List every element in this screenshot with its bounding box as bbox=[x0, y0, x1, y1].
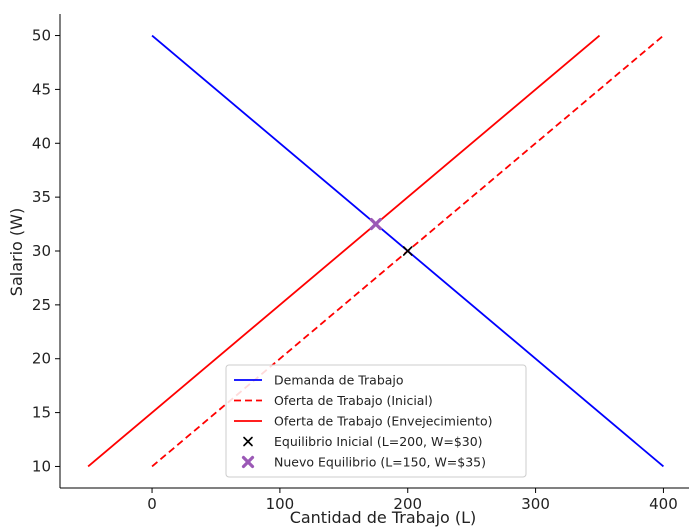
legend-label-4: Nuevo Equilibrio (L=150, W=$35) bbox=[274, 455, 486, 470]
legend-label-3: Equilibrio Inicial (L=200, W=$30) bbox=[274, 434, 483, 449]
x-tick-label: 300 bbox=[521, 495, 550, 513]
legend-swatch-4 bbox=[241, 455, 255, 469]
x-tick-label: 100 bbox=[266, 495, 295, 513]
marker-stroke bbox=[241, 455, 255, 469]
y-tick-label: 15 bbox=[32, 404, 51, 422]
legend-label-2: Oferta de Trabajo (Envejecimiento) bbox=[274, 414, 492, 429]
series-line-2 bbox=[87, 34, 601, 468]
point-marker-4 bbox=[369, 217, 382, 231]
y-tick-label: 50 bbox=[32, 27, 51, 45]
legend-swatch-3 bbox=[243, 436, 253, 447]
marker-stroke bbox=[243, 436, 253, 447]
y-tick-label: 10 bbox=[32, 457, 51, 475]
y-tick-label: 20 bbox=[32, 350, 51, 368]
marker-stroke bbox=[369, 217, 382, 231]
legend-label-1: Oferta de Trabajo (Inicial) bbox=[274, 393, 433, 408]
point-marker-3 bbox=[402, 246, 413, 256]
x-tick-label: 0 bbox=[147, 495, 157, 513]
y-tick-label: 30 bbox=[32, 242, 51, 260]
axes: 0 100 200 300 400 10 15 20 25 30 35 40 45 50 bbox=[32, 14, 689, 513]
marker-stroke bbox=[402, 246, 413, 256]
legend-label-0: Demanda de Trabajo bbox=[274, 373, 404, 388]
x-tick-label: 200 bbox=[393, 495, 422, 513]
y-axis-label: Salario (W) bbox=[7, 208, 26, 296]
y-tick-label: 45 bbox=[32, 80, 51, 98]
y-tick-label: 40 bbox=[32, 134, 51, 152]
x-axis-label: Cantidad de Trabajo (L) bbox=[290, 508, 477, 527]
y-tick-label: 25 bbox=[32, 296, 51, 314]
x-tick-label: 400 bbox=[649, 495, 678, 513]
legend-box bbox=[225, 364, 527, 478]
legend: Demanda de Trabajo Oferta de Trabajo (Ini… bbox=[225, 364, 527, 478]
y-tick-label: 35 bbox=[32, 188, 51, 206]
